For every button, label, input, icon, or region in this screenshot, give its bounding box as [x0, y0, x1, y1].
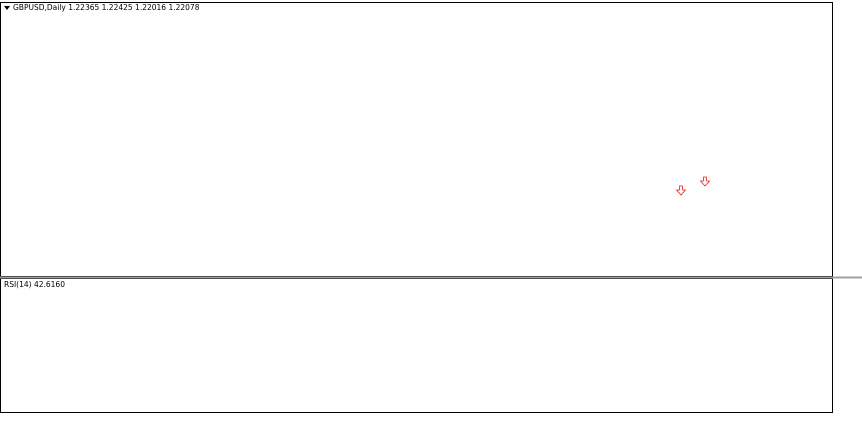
- symbol-icon: [4, 6, 10, 10]
- fractal-arrow: [675, 185, 687, 196]
- rsi-title: RSI(14) 42.6160: [4, 280, 65, 289]
- fractal-arrow: [699, 176, 711, 187]
- price-title: GBPUSD,Daily 1.22365 1.22425 1.22016 1.2…: [13, 3, 200, 12]
